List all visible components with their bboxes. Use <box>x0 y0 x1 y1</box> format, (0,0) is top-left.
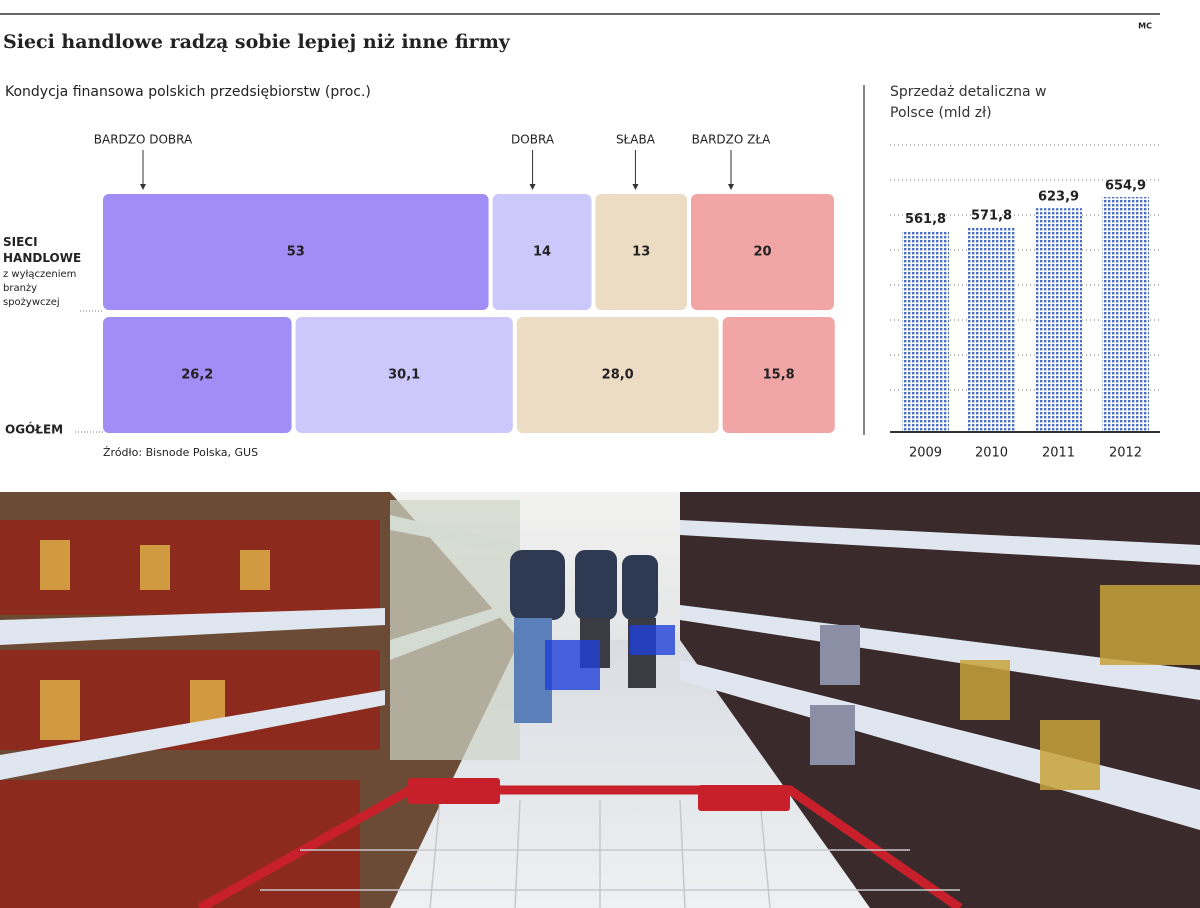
x-tick-label: 2010 <box>975 446 1008 461</box>
value-label: 15,8 <box>763 368 795 383</box>
legend-arrowhead <box>140 184 146 190</box>
chart-title: Sprzedaż detaliczna w Polsce (mld zł) <box>890 84 1047 121</box>
x-tick-label: 2011 <box>1042 446 1075 461</box>
value-label: 561,8 <box>905 212 946 227</box>
x-tick-label: 2009 <box>909 446 942 461</box>
category-label: SIECI HANDLOWE <box>3 235 82 265</box>
value-label: 26,2 <box>181 368 213 383</box>
legend-label: SŁABA <box>616 133 656 147</box>
legend-label: DOBRA <box>511 133 555 147</box>
bar-segment <box>595 194 687 310</box>
bar-segment <box>691 194 834 310</box>
value-label: 30,1 <box>388 368 420 383</box>
bar-segment <box>492 194 592 310</box>
page-title: Sieci handlowe radzą sobie lepiej niż in… <box>3 31 511 53</box>
bar <box>968 226 1015 432</box>
value-label: 14 <box>533 245 551 260</box>
value-label: 20 <box>753 245 771 260</box>
bar-segment <box>516 317 719 433</box>
credit: MC <box>1138 22 1152 31</box>
legend-arrowhead <box>529 184 536 190</box>
bar-segment <box>722 317 835 433</box>
source: Źródło: Bisnode Polska, GUS <box>103 446 258 459</box>
value-label: 28,0 <box>602 368 634 383</box>
value-label: 53 <box>287 245 305 260</box>
bar <box>1035 208 1082 432</box>
bar <box>902 230 949 432</box>
value-label: 571,8 <box>971 208 1012 223</box>
bar <box>1102 197 1149 432</box>
supermarket-photo <box>0 492 1200 908</box>
legend-label: BARDZO DOBRA <box>94 133 193 147</box>
legend-arrowhead <box>728 184 734 190</box>
bar-segment <box>103 194 489 310</box>
chart-title: Kondycja finansowa polskich przedsiębior… <box>5 84 371 100</box>
value-label: 654,9 <box>1105 179 1146 194</box>
bar-segment <box>295 317 513 433</box>
x-tick-label: 2012 <box>1109 446 1142 461</box>
value-label: 623,9 <box>1038 190 1079 205</box>
category-note: z wyłączeniem branży spożywczej <box>3 269 77 308</box>
bar-segment <box>103 317 292 433</box>
infographic: MC Sieci handlowe radzą sobie lepiej niż… <box>0 13 1160 461</box>
value-label: 13 <box>632 245 650 260</box>
legend-arrowhead <box>632 184 639 190</box>
legend-label: BARDZO ZŁA <box>692 133 771 147</box>
category-label: OGÓŁEM <box>5 422 63 437</box>
